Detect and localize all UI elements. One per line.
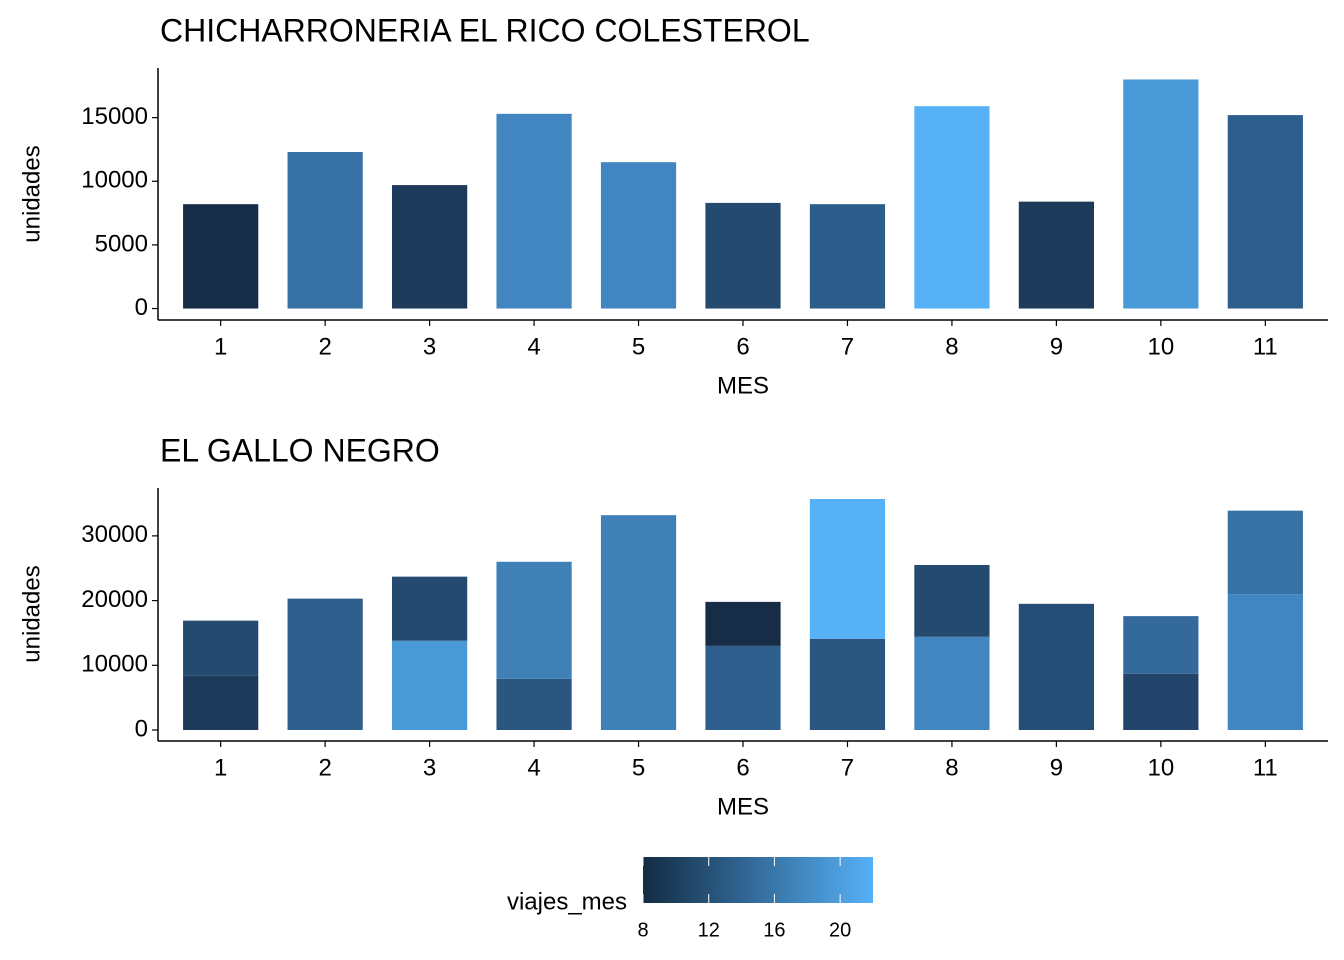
x-tick-label: 8 <box>945 333 958 360</box>
y-tick-label: 10000 <box>81 167 148 194</box>
y-tick-label: 30000 <box>81 521 148 548</box>
bar <box>809 204 886 309</box>
x-tick-label: 4 <box>527 754 540 781</box>
colorbar-tick-label: 12 <box>698 919 720 941</box>
bar <box>809 638 886 730</box>
bar <box>809 499 886 639</box>
bar <box>287 152 363 309</box>
x-tick-label: 2 <box>318 754 331 781</box>
y-tick-label: 0 <box>135 294 148 321</box>
x-tick-label: 6 <box>736 333 749 360</box>
x-tick-label: 1 <box>214 754 227 781</box>
y-tick-label: 15000 <box>81 103 148 130</box>
x-tick-label: 2 <box>318 333 331 360</box>
x-tick-label: 1 <box>214 333 227 360</box>
colorbar-tick-label: 16 <box>763 919 785 941</box>
y-tick-label: 20000 <box>81 586 148 613</box>
y-tick-label: 0 <box>135 715 148 742</box>
bar <box>183 620 259 676</box>
x-tick-label: 8 <box>945 754 958 781</box>
bar <box>496 561 572 679</box>
x-axis-label: MES <box>717 372 769 399</box>
x-tick-label: 3 <box>423 333 436 360</box>
x-tick-label: 11 <box>1253 754 1278 781</box>
x-tick-label: 9 <box>1050 333 1063 360</box>
x-tick-label: 3 <box>423 754 436 781</box>
legend-title: viajes_mes <box>507 888 627 915</box>
x-tick-label: 10 <box>1148 333 1175 360</box>
bar <box>600 515 677 730</box>
x-tick-label: 6 <box>736 754 749 781</box>
colorbar-tick-label: 8 <box>637 919 648 941</box>
y-tick-label: 10000 <box>81 651 148 678</box>
bar <box>392 640 468 730</box>
bar <box>183 675 259 730</box>
x-tick-label: 5 <box>632 333 645 360</box>
bar <box>392 185 468 309</box>
y-tick-label: 5000 <box>95 230 148 257</box>
bar <box>1018 603 1094 730</box>
bar <box>1227 115 1303 309</box>
bar <box>1123 673 1199 730</box>
bar <box>496 678 572 730</box>
bar <box>287 598 363 730</box>
x-tick-label: 7 <box>841 333 854 360</box>
bar <box>496 113 572 309</box>
bar <box>705 645 781 730</box>
bar <box>1227 594 1303 730</box>
colorbar <box>643 857 873 903</box>
x-tick-label: 10 <box>1148 754 1175 781</box>
bar <box>183 204 259 309</box>
x-axis-label: MES <box>717 793 769 820</box>
x-tick-label: 5 <box>632 754 645 781</box>
bar <box>914 106 990 309</box>
bar <box>705 202 781 309</box>
bar <box>1123 616 1199 674</box>
bar <box>1018 201 1094 309</box>
bar <box>1123 79 1199 309</box>
bar <box>705 601 781 646</box>
y-axis-label: unidades <box>18 565 45 662</box>
x-tick-label: 7 <box>841 754 854 781</box>
bar <box>914 565 990 637</box>
chart-title: CHICHARRONERIA EL RICO COLESTEROL <box>160 12 810 48</box>
bar <box>914 636 990 730</box>
chart-title: EL GALLO NEGRO <box>160 432 440 468</box>
x-tick-label: 4 <box>527 333 540 360</box>
colorbar-tick-label: 20 <box>829 919 851 941</box>
bar <box>1227 510 1303 595</box>
bar <box>392 576 468 641</box>
bar <box>600 162 677 309</box>
x-tick-label: 11 <box>1253 333 1278 360</box>
y-axis-label: unidades <box>18 145 45 242</box>
x-tick-label: 9 <box>1050 754 1063 781</box>
